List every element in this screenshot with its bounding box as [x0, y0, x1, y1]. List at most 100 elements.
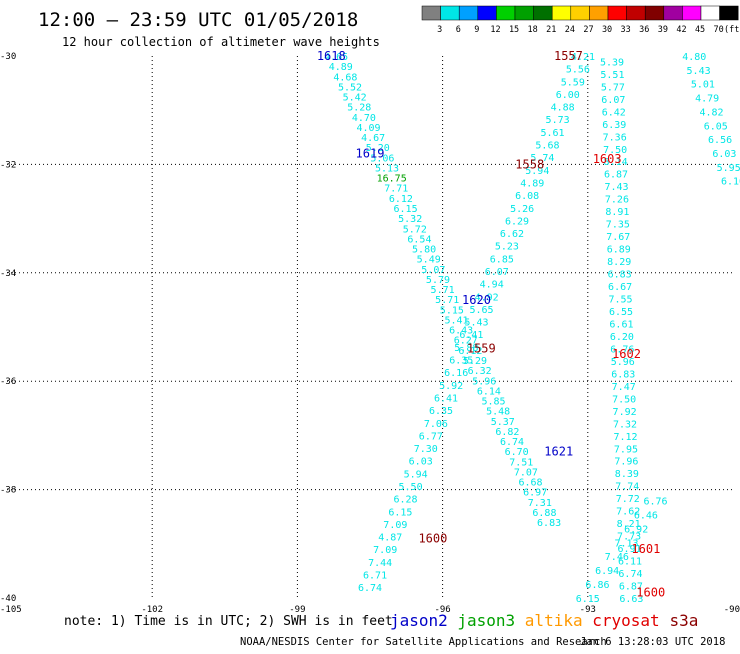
wave-height-point: 6.41 [434, 393, 458, 404]
wave-height-point: 7.09 [383, 520, 407, 531]
wave-height-point: 6.54 [407, 234, 431, 245]
wave-height-point: 7.46 [605, 552, 629, 563]
wave-height-point: 5.96 [472, 376, 496, 387]
wave-height-point: 7.72 [616, 494, 640, 505]
x-tick-label: -93 [580, 605, 596, 615]
wave-height-point: 6.15 [394, 204, 418, 215]
wave-height-values: 4.654.894.685.525.425.284.704.094.675.20… [324, 52, 740, 605]
wave-height-point: 5.73 [546, 115, 570, 126]
colorbar-label: 36 [639, 25, 649, 35]
wave-height-point: 8.14 [604, 157, 628, 168]
colorbar-label: 15 [509, 25, 519, 35]
wave-height-point: 5.15 [440, 305, 464, 316]
wave-height-point: 6.14 [477, 386, 501, 397]
wave-height-point: 7.26 [605, 195, 629, 206]
pass-time-label: 1603 [593, 152, 622, 166]
wave-height-point: 7.73 [617, 532, 641, 543]
wave-height-point: 5.49 [417, 255, 441, 266]
wave-height-point: 4.92 [475, 292, 499, 303]
wave-height-point: 5.71 [435, 295, 459, 306]
x-tick-label: -90 [724, 605, 740, 615]
colorbar-label: 33 [621, 25, 631, 35]
colorbar-swatch [589, 5, 609, 21]
colorbar-label: 12 [490, 25, 500, 35]
wave-height-point: 4.09 [356, 123, 380, 134]
wave-height-point: 4.88 [551, 103, 575, 114]
wave-height-point: 6.76 [644, 496, 668, 507]
pass-time-label: 1558 [515, 157, 544, 171]
wave-height-point: 4.87 [378, 533, 402, 544]
wave-height-point: 5.13 [375, 163, 399, 174]
wave-height-point: 5.65 [470, 305, 494, 316]
wave-height-point: 5.72 [403, 224, 427, 235]
wave-height-point: 7.50 [612, 394, 636, 405]
colorbar-swatch [551, 5, 572, 21]
wave-height-point: 7.47 [612, 382, 636, 393]
colorbar-swatch [663, 5, 683, 21]
pass-time-label: 1619 [356, 147, 385, 161]
satellite-legend-item: cryosat [592, 611, 659, 630]
wave-height-point: 7.31 [528, 498, 552, 509]
wave-height-point: 6.87 [604, 170, 628, 181]
colorbar-label: 18 [528, 25, 538, 35]
wave-height-point: 6.03 [409, 457, 433, 468]
wave-height-point: 4.70 [352, 113, 376, 124]
wave-height-point: 5.28 [347, 103, 371, 114]
wave-height-point: 5.29 [463, 356, 487, 367]
wave-height-point: 4.94 [480, 280, 504, 291]
wave-height-point: 6.83 [537, 518, 561, 529]
wave-height-point: 8.39 [615, 469, 639, 480]
colorbar-swatch [570, 5, 590, 21]
wave-height-point: 6.87 [619, 582, 643, 593]
colorbar-swatch [607, 5, 627, 21]
wave-height-point: 5.43 [687, 66, 711, 77]
x-tick-label: -102 [141, 605, 163, 615]
chart-title: 12:00 – 23:59 UTC 01/05/2018 [38, 9, 358, 31]
wave-height-point: 5.68 [535, 141, 559, 152]
wave-height-point: 5.74 [530, 153, 554, 164]
footer-credit: NOAA/NESDIS Center for Satellite Applica… [240, 636, 607, 648]
chart-subtitle: 12 hour collection of altimeter wave hei… [62, 35, 380, 49]
wave-height-point: 5.71 [431, 285, 455, 296]
wave-height-point: 6.85 [490, 254, 514, 265]
wave-height-point: 7.06 [424, 419, 448, 430]
wave-height-point: 6.74 [500, 437, 524, 448]
colorbar-swatch [626, 5, 646, 21]
wave-height-point: 7.74 [615, 482, 639, 493]
colorbar-label: 6 [456, 25, 461, 35]
wave-height-point: 7.13 [614, 538, 638, 549]
wave-height-point: 7.32 [613, 419, 637, 430]
wave-height-point: 5.43 [464, 318, 488, 329]
wave-height-point: 5.92 [439, 381, 463, 392]
wave-height-point: 4.21 [571, 52, 595, 63]
y-tick-label: -30 [0, 52, 16, 62]
axis-tick-labels: -105 -102 -99 -96 -93 -90 -30 -32 -34 -36 -38 -40 [0, 52, 740, 615]
wave-height-point: 6.70 [505, 447, 529, 458]
wave-height-point: 6.03 [712, 149, 736, 160]
wave-height-point: 5.61 [540, 128, 564, 139]
wave-height-point: 6.91 [618, 544, 642, 555]
wave-height-point: 6.10 [721, 177, 740, 188]
y-tick-label: -36 [0, 377, 16, 387]
wave-height-point: 6.88 [532, 508, 556, 519]
pass-time-label: 1620 [462, 293, 491, 307]
pass-time-label: 1601 [631, 542, 660, 556]
colorbar-swatch [700, 5, 720, 21]
wave-height-point: 6.43 [449, 326, 473, 337]
wave-height-point: 5.88 [454, 343, 478, 354]
wave-height-point: 6.39 [602, 120, 626, 131]
wave-height-point: 7.50 [603, 145, 627, 156]
wave-height-point: 6.61 [609, 319, 633, 330]
wave-height-point: 8.21 [617, 519, 641, 530]
wave-height-point: 4.82 [699, 107, 723, 118]
colorbar-swatch [496, 5, 516, 21]
wave-height-point: 5.95 [717, 163, 740, 174]
colorbar-swatch [644, 5, 665, 21]
wave-height-point: 5.26 [510, 204, 534, 215]
wave-height-point: 6.27 [454, 336, 478, 347]
wave-height-point: 6.32 [468, 366, 492, 377]
pass-time-label: 1600 [636, 586, 665, 600]
wave-height-point: 6.67 [608, 282, 632, 293]
